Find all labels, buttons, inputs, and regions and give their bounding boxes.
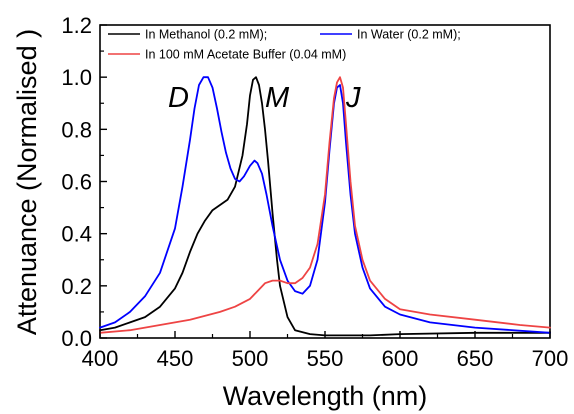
x-tick-label: 550 [307,346,344,371]
y-tick-label: 0.0 [61,326,92,351]
y-tick-label: 0.2 [61,274,92,299]
legend: In Methanol (0.2 mM); In Water (0.2 mM);… [108,28,461,62]
series-line-2 [99,76,551,334]
annotation-d: D [168,82,189,114]
x-tick-label: 650 [457,346,494,371]
legend-label-methanol: In Methanol (0.2 mM); [145,28,267,42]
x-axis-title: Wavelength (nm) [223,381,428,411]
annotation-j: J [345,82,361,114]
y-tick-label: 0.6 [61,170,92,195]
x-tick-label: 600 [382,346,419,371]
y-axis-title: Attenuance (Normalised ) [12,29,42,335]
series-layer [99,76,551,337]
x-tick-label: 400 [82,346,119,371]
x-tick-label: 700 [532,346,569,371]
series-line-0 [99,76,551,337]
x-tick-label: 500 [232,346,269,371]
plot-frame [99,24,551,339]
y-tick-label: 0.4 [61,222,92,247]
y-tick-label: 0.8 [61,117,92,142]
annotation-m: M [265,82,290,114]
legend-label-water: In Water (0.2 mM); [357,28,461,42]
y-tick-label: 1.0 [61,65,92,90]
x-tick-label: 450 [157,346,194,371]
legend-label-acetate: In 100 mM Acetate Buffer (0.04 mM) [145,48,346,62]
series-line-1 [99,76,551,334]
tick-layer: 400 450 500 550 600 650 700 0.0 0.2 0.4 0.6 0.8 1.0 1… [61,13,568,371]
y-tick-label: 1.2 [61,13,92,38]
